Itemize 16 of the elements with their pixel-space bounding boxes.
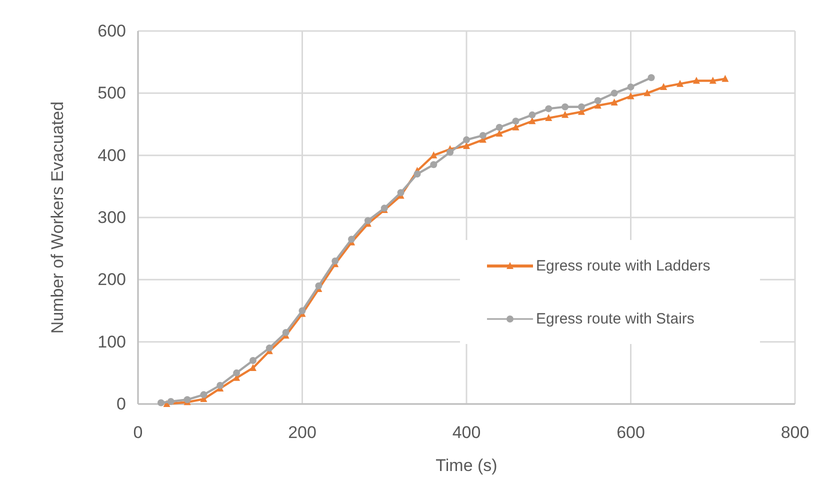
x-tick-label: 800 xyxy=(780,423,810,442)
x-tick-label: 400 xyxy=(452,423,481,442)
y-tick-label: 600 xyxy=(98,22,126,40)
y-tick-label: 100 xyxy=(98,332,126,352)
x-tick-label: 0 xyxy=(133,423,143,442)
x-tick-label: 600 xyxy=(616,423,645,442)
x-axis-title: Time (s) xyxy=(436,456,498,475)
x-tick-label: 200 xyxy=(288,423,316,442)
y-tick-label: 0 xyxy=(116,394,126,414)
y-tick-label: 500 xyxy=(98,84,126,103)
legend-label: Egress route with Stairs xyxy=(536,310,694,328)
y-tick-label: 300 xyxy=(98,208,126,227)
legend-label: Egress route with Ladders xyxy=(536,258,710,274)
y-tick-label: 200 xyxy=(98,270,126,290)
y-axis-title: Number of Workers Evacuated xyxy=(48,101,67,334)
y-tick-label: 400 xyxy=(98,146,126,165)
